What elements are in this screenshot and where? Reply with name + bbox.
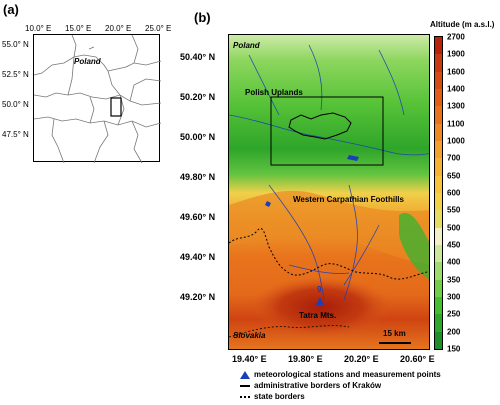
lon-b-tick: 20.20° E [344, 354, 379, 364]
colorbar-tick-label: 700 [447, 153, 461, 163]
lat-b-tick: 50.40° N [180, 52, 216, 62]
colorbar-swatch [435, 227, 442, 246]
lat-b-tick: 49.80° N [180, 172, 216, 182]
colorbar-swatch [435, 210, 442, 229]
colorbar-swatch [435, 262, 442, 281]
colorbar-swatch [435, 245, 442, 263]
panel-b-label: (b) [194, 10, 211, 25]
legend-label-krakow: administrative borders of Kraków [254, 381, 382, 390]
colorbar-swatch [435, 331, 442, 350]
colorbar-tick-label: 550 [447, 205, 461, 215]
lon-a-tick: 20.0° E [105, 24, 132, 33]
lat-a-tick: 52.5° N [2, 70, 29, 79]
colorbar-tick-label: 650 [447, 171, 461, 181]
colorbar-swatch [435, 71, 442, 90]
colorbar-swatch [435, 54, 442, 73]
legend-item-stations: meteorological stations and measurement … [240, 370, 441, 379]
slovakia-label: Slovakia [233, 331, 266, 340]
lat-b-tick: 50.00° N [180, 132, 216, 142]
lat-b-tick: 49.20° N [180, 292, 216, 302]
colorbar-tick-label: 1000 [447, 136, 465, 146]
station-triangle [316, 297, 324, 305]
colorbar-swatch [435, 297, 442, 315]
reservoir-shape [347, 155, 359, 161]
colorbar-swatch [435, 175, 442, 194]
inset-map-europe: Poland [33, 34, 162, 164]
colorbar-tick-label: 1300 [447, 101, 465, 111]
legend-label-stations: meteorological stations and measurement … [254, 370, 441, 379]
panel-a-label: (a) [3, 2, 19, 17]
study-area-box [110, 97, 122, 117]
uplands-label: Polish Uplands [245, 88, 303, 97]
colorbar-tick-label: 600 [447, 188, 461, 198]
lat-b-tick: 49.60° N [180, 212, 216, 222]
triangle-icon [240, 370, 250, 379]
state-border [229, 227, 429, 280]
lon-b-tick: 19.40° E [232, 354, 267, 364]
colorbar-tick-label: 1100 [447, 119, 465, 129]
legend-item-krakow: administrative borders of Kraków [240, 381, 381, 390]
colorbar-swatch [435, 37, 442, 55]
lat-b-tick: 50.20° N [180, 92, 216, 102]
colorbar-swatch [435, 279, 442, 298]
colorbar-tick-label: 200 [447, 327, 461, 337]
colorbar-swatch [435, 193, 442, 211]
colorbar-tick-label: 1600 [447, 67, 465, 77]
colorbar-title: Altitude (m a.s.l.) [430, 20, 495, 29]
colorbar-tick-label: 150 [447, 344, 461, 354]
poland-label: Poland [233, 41, 260, 50]
colorbar-swatch [435, 141, 442, 159]
inset-country-borders [33, 34, 162, 164]
colorbar-tick-label: 400 [447, 257, 461, 267]
colorbar-swatch [435, 123, 442, 142]
lat-a-tick: 55.0° N [2, 40, 29, 49]
colorbar-tick-label: 300 [447, 292, 461, 302]
colorbar-tick-label: 2700 [447, 32, 465, 42]
colorbar-swatch [435, 89, 442, 107]
inset-poland-label: Poland [74, 57, 101, 66]
lon-a-tick: 15.0° E [65, 24, 92, 33]
krakow-border [288, 112, 352, 140]
lat-a-tick: 47.5° N [2, 130, 29, 139]
colorbar-swatch [435, 314, 442, 333]
lat-a-tick: 50.0° N [2, 100, 29, 109]
colorbar-tick-label: 450 [447, 240, 461, 250]
colorbar-swatch [435, 106, 442, 125]
lon-b-tick: 20.60° E [400, 354, 435, 364]
lon-a-tick: 10.0° E [25, 24, 52, 33]
foothills-label: Western Carpathian Foothills [293, 195, 404, 204]
relief-map-graphic [229, 35, 429, 349]
colorbar-tick-label: 250 [447, 309, 461, 319]
krakow-region-box [270, 96, 384, 166]
altitude-colorbar [434, 36, 443, 350]
lake-shape [265, 201, 271, 207]
tatra-label: Tatra Mts. [299, 311, 337, 320]
colorbar-tick-label: 1900 [447, 49, 465, 59]
dashed-line-icon [240, 395, 250, 398]
legend-item-state: state borders [240, 392, 305, 401]
lat-b-tick: 49.40° N [180, 252, 216, 262]
relief-map: Poland Polish Uplands Western Carpathian… [228, 34, 430, 350]
legend-label-state: state borders [254, 392, 305, 401]
scale-label: 15 km [383, 329, 406, 338]
lon-b-tick: 19.80° E [288, 354, 323, 364]
colorbar-swatch [435, 158, 442, 177]
station-number: 9 [317, 285, 322, 294]
colorbar-tick-label: 500 [447, 223, 461, 233]
colorbar-tick-label: 350 [447, 275, 461, 285]
colorbar-tick-label: 1400 [447, 84, 465, 94]
solid-line-icon [240, 384, 250, 387]
lon-a-tick: 25.0° E [145, 24, 172, 33]
